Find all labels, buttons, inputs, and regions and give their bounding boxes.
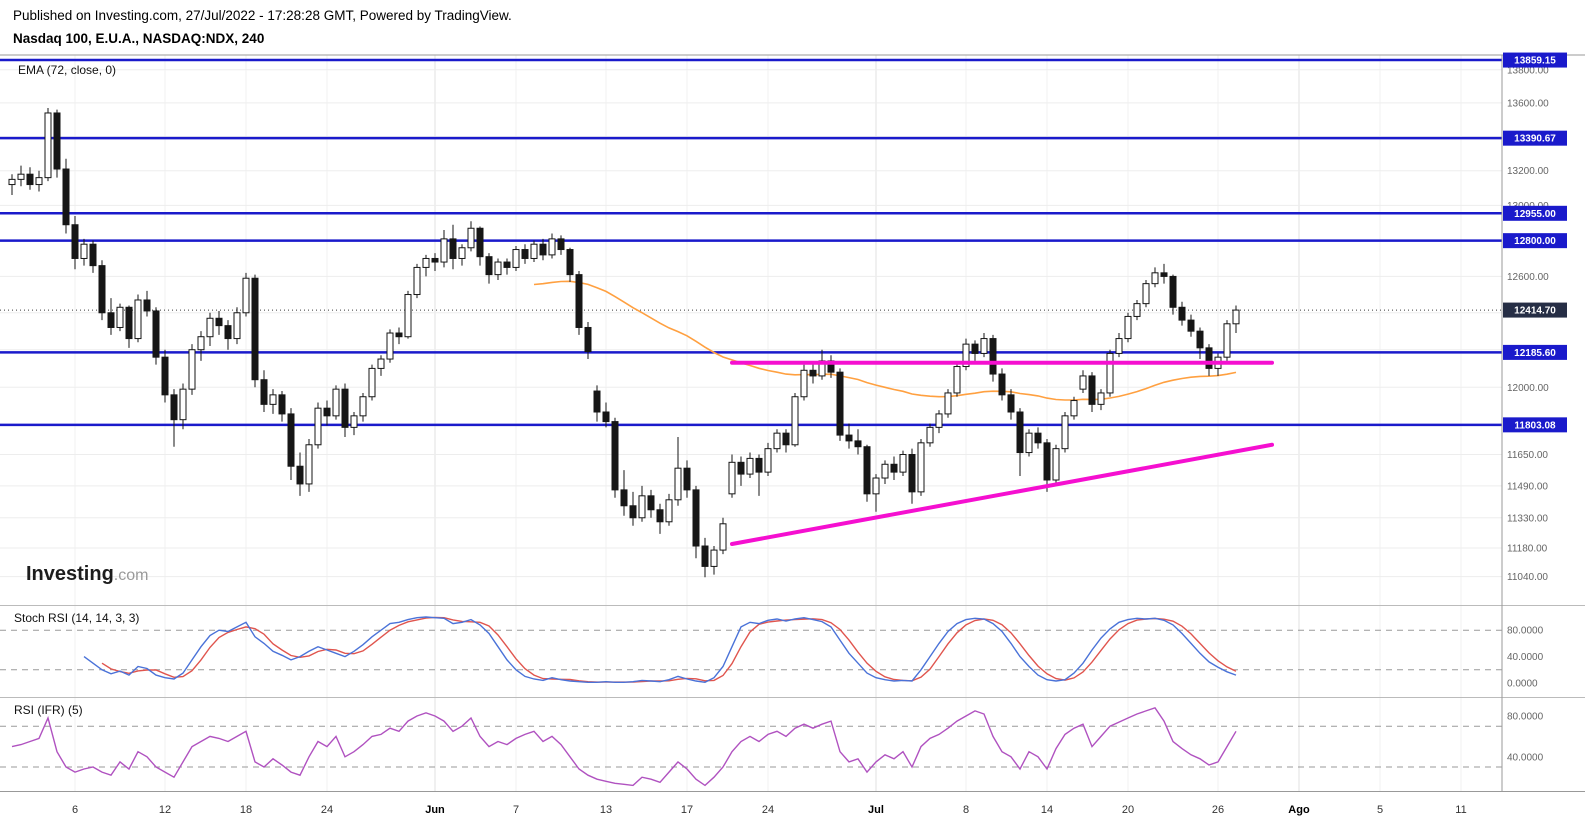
svg-text:8: 8 [963,804,969,816]
svg-text:40.0000: 40.0000 [1507,752,1544,763]
investing-watermark: Investing.com [26,563,148,586]
svg-text:12600.00: 12600.00 [1507,272,1549,283]
svg-text:11180.00: 11180.00 [1507,544,1548,555]
svg-text:11490.00: 11490.00 [1507,481,1548,492]
svg-text:13390.67: 13390.67 [1514,134,1556,145]
svg-text:13800.00: 13800.00 [1507,65,1549,76]
svg-text:13: 13 [600,804,612,816]
watermark-investing: Investing [26,563,114,585]
svg-text:14: 14 [1041,804,1053,816]
published-line: Published on Investing.com, 27/Jul/2022 … [13,8,512,23]
svg-text:20: 20 [1122,804,1134,816]
svg-text:Jul: Jul [868,804,884,816]
svg-text:13859.15: 13859.15 [1514,56,1556,67]
rsi-indicator-label: RSI (IFR) (5) [14,703,83,717]
svg-text:11803.08: 11803.08 [1514,420,1556,431]
svg-text:17: 17 [681,804,693,816]
svg-text:6: 6 [72,804,78,816]
svg-text:Jun: Jun [425,804,445,816]
svg-text:24: 24 [321,804,333,816]
svg-text:12: 12 [159,804,171,816]
svg-text:Ago: Ago [1288,804,1310,816]
svg-text:0.0000: 0.0000 [1507,679,1538,690]
svg-text:40.0000: 40.0000 [1507,652,1544,663]
svg-text:11330.00: 11330.00 [1507,513,1548,524]
svg-text:7: 7 [513,804,519,816]
svg-text:13600.00: 13600.00 [1507,98,1549,109]
svg-text:12000.00: 12000.00 [1507,383,1549,394]
svg-text:12414.70: 12414.70 [1514,306,1556,317]
svg-text:80.0000: 80.0000 [1507,712,1544,723]
svg-text:80.0000: 80.0000 [1507,626,1544,637]
svg-text:18: 18 [240,804,252,816]
svg-text:5: 5 [1377,804,1383,816]
svg-text:26: 26 [1212,804,1224,816]
svg-text:13200.00: 13200.00 [1507,166,1549,177]
chart-title: Nasdaq 100, E.U.A., NASDAQ:NDX, 240 [13,31,265,46]
watermark-com: .com [113,567,149,584]
svg-text:11: 11 [1455,804,1466,816]
stoch-rsi-indicator-label: Stoch RSI (14, 14, 3, 3) [14,611,140,625]
ema-indicator-label: EMA (72, close, 0) [18,63,117,77]
svg-text:12800.00: 12800.00 [1514,236,1556,247]
svg-text:24: 24 [762,804,774,816]
svg-text:12955.00: 12955.00 [1514,209,1556,220]
svg-text:12185.60: 12185.60 [1514,348,1556,359]
svg-text:11650.00: 11650.00 [1507,450,1548,461]
svg-text:11040.00: 11040.00 [1507,572,1548,583]
